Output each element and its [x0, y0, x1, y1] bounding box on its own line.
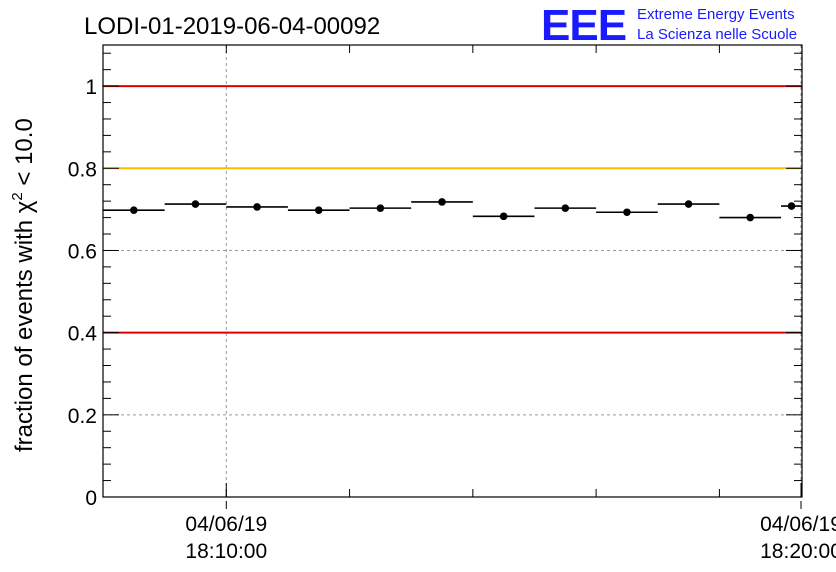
y-axis-title-tail: < 10.0: [11, 118, 38, 192]
reference-lines: [103, 85, 802, 334]
y-tick-label: 0.8: [68, 158, 97, 181]
logo-line1: Extreme Energy Events: [637, 6, 795, 23]
x-tick-label-time: 18:20:00: [760, 540, 836, 563]
logo-line2: La Scienza nelle Scuole: [637, 26, 797, 43]
y-tick-label: 0.4: [68, 323, 98, 346]
y-tick-label: 0: [85, 487, 97, 510]
logo-mark: EEE: [541, 1, 626, 50]
y-axis-title: fraction of events with χ2 < 10.0: [9, 118, 38, 452]
x-tick-label-time: 18:10:00: [185, 540, 267, 563]
data-point: [376, 204, 385, 212]
data-point: [787, 202, 796, 210]
y-tick-label: 1: [85, 76, 97, 99]
y-tick-label: 0.2: [68, 405, 97, 428]
axes: 0 0.2 0.4 0.6 0.8 1 04/06/19 18:10:00 04/06/19 18…: [68, 44, 836, 563]
data-point: [623, 208, 631, 217]
data-point: [684, 200, 693, 208]
y-axis-title-sup: 2: [9, 192, 26, 200]
plot-frame: [102, 44, 803, 498]
x-tick-label-date: 04/06/19: [760, 513, 836, 536]
data-point: [746, 213, 755, 222]
data-points: [103, 198, 802, 222]
data-point: [499, 212, 508, 221]
data-point: [130, 206, 138, 214]
y-axis-title-main: fraction of events with χ: [11, 200, 38, 452]
data-point: [314, 206, 323, 214]
data-point: [561, 204, 570, 212]
x-tick-label-date: 04/06/19: [185, 513, 267, 536]
eee-logo: EEE Extreme Energy Events La Scienza nel…: [541, 1, 797, 50]
data-point: [191, 200, 200, 208]
chart-title: LODI-01-2019-06-04-00092: [84, 13, 380, 40]
data-point: [438, 198, 446, 206]
y-tick-label: 0.6: [68, 240, 97, 263]
data-point: [253, 203, 261, 211]
grid: [103, 45, 802, 497]
